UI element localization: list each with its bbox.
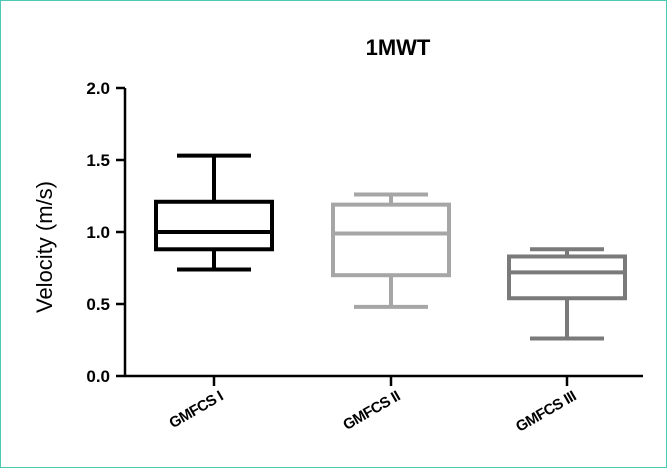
chart-title: 1MWT	[366, 35, 431, 60]
y-ticks: 0.0 0.5 1.0 1.5 2.0	[86, 79, 125, 386]
iqr-box	[507, 254, 627, 301]
box-3	[507, 247, 627, 341]
y-tick-label: 1.5	[86, 151, 110, 170]
y-tick-label: 2.0	[86, 79, 110, 98]
x-ticks: GMFCS I GMFCS II GMFCS III	[166, 376, 579, 436]
box-2	[331, 192, 451, 309]
iqr-box	[331, 202, 451, 278]
y-axis-label: Velocity (m/s)	[32, 181, 57, 313]
x-tick-label: GMFCS II	[340, 388, 403, 434]
boxes-group	[154, 153, 627, 341]
x-tick-label: GMFCS III	[513, 388, 579, 436]
iqr-box	[154, 199, 274, 252]
x-tick-label: GMFCS I	[166, 388, 226, 432]
y-tick-label: 0.5	[86, 295, 110, 314]
y-tick-label: 0.0	[86, 367, 110, 386]
y-tick-label: 1.0	[86, 223, 110, 242]
box-1	[154, 153, 274, 272]
